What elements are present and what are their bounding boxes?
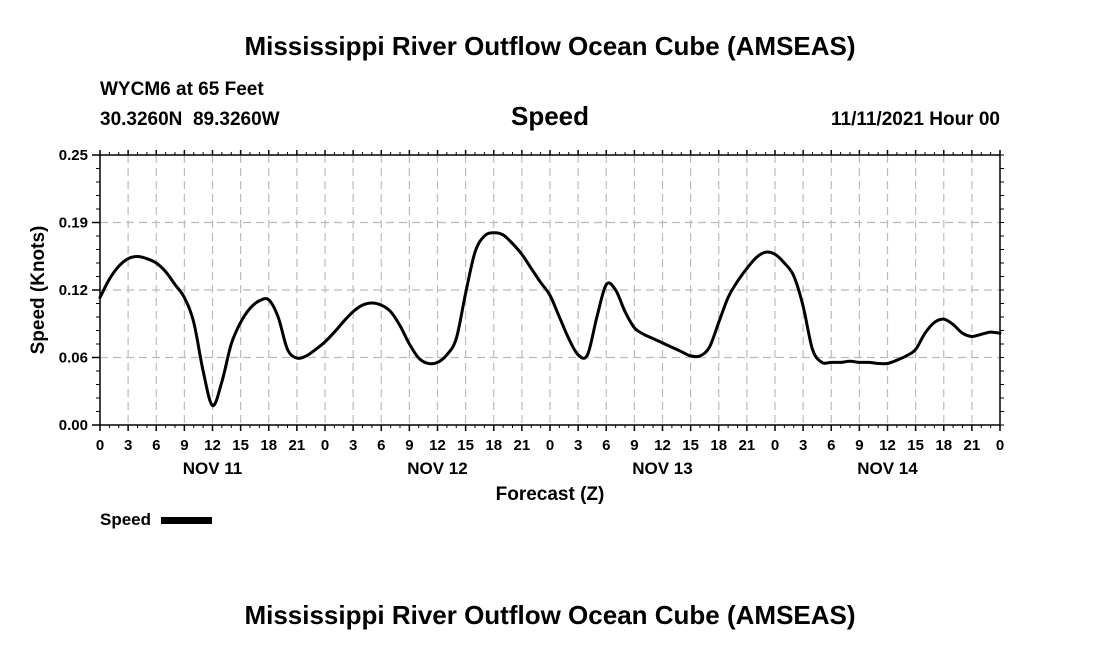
day-label: NOV 14 bbox=[857, 459, 918, 478]
series-lines bbox=[98, 231, 1002, 408]
y-tick-label: 0.12 bbox=[59, 282, 88, 299]
x-tick-label: 12 bbox=[879, 437, 896, 454]
x-tick-label: 0 bbox=[996, 437, 1004, 454]
day-label: NOV 12 bbox=[407, 459, 467, 478]
x-tick-label: 3 bbox=[124, 437, 132, 454]
datetime-label: 11/11/2021 Hour 00 bbox=[831, 109, 1000, 130]
bottom-title: Mississippi River Outflow Ocean Cube (AM… bbox=[244, 600, 855, 630]
x-tick-label: 0 bbox=[96, 437, 104, 454]
plot-frame bbox=[99, 154, 1001, 426]
legend: Speed bbox=[100, 510, 212, 529]
x-tick-label: 21 bbox=[739, 437, 756, 454]
x-tick-label: 6 bbox=[152, 437, 160, 454]
x-tick-label: 3 bbox=[349, 437, 357, 454]
main-title: Mississippi River Outflow Ocean Cube (AM… bbox=[244, 31, 855, 61]
x-tick-label: 21 bbox=[514, 437, 531, 454]
y-tick-label: 0.00 bbox=[59, 417, 88, 434]
x-tick-label: 6 bbox=[602, 437, 610, 454]
legend-swatch-speed bbox=[161, 517, 212, 524]
x-tick-label: 12 bbox=[204, 437, 221, 454]
y-tick-label: 0.25 bbox=[59, 147, 88, 164]
y-tick-labels: 0.00 0.06 0.12 0.19 0.25 bbox=[59, 147, 88, 434]
y-axis-title: Speed (Knots) bbox=[28, 226, 49, 355]
x-tick-label: 0 bbox=[321, 437, 329, 454]
x-tick-label: 21 bbox=[964, 437, 981, 454]
x-tick-label: 21 bbox=[289, 437, 306, 454]
chart-title: Speed bbox=[511, 101, 589, 131]
x-tick-label: 9 bbox=[630, 437, 638, 454]
x-tick-label: 15 bbox=[907, 437, 924, 454]
x-tick-label: 0 bbox=[771, 437, 779, 454]
x-tick-label: 12 bbox=[429, 437, 446, 454]
x-tick-label: 9 bbox=[180, 437, 188, 454]
day-label: NOV 11 bbox=[183, 459, 243, 478]
series-line-speed bbox=[98, 231, 1002, 408]
x-tick-label: 18 bbox=[485, 437, 502, 454]
x-tick-label: 18 bbox=[710, 437, 727, 454]
day-label: NOV 13 bbox=[632, 459, 692, 478]
legend-label-speed: Speed bbox=[100, 510, 151, 529]
x-tick-label: 15 bbox=[232, 437, 249, 454]
day-labels: NOV 11 NOV 12 NOV 13 NOV 14 bbox=[183, 459, 919, 478]
x-tick-label: 9 bbox=[405, 437, 413, 454]
x-tick-label: 9 bbox=[855, 437, 863, 454]
coordinates-label: 30.3260N 89.3260W bbox=[100, 109, 280, 130]
x-tick-label: 3 bbox=[799, 437, 807, 454]
x-tick-label: 6 bbox=[377, 437, 385, 454]
x-axis-title: Forecast (Z) bbox=[496, 484, 605, 505]
x-tick-label: 18 bbox=[935, 437, 952, 454]
y-tick-label: 0.19 bbox=[59, 215, 88, 232]
x-tick-label: 12 bbox=[654, 437, 671, 454]
station-label: WYCM6 at 65 Feet bbox=[100, 79, 264, 100]
y-tick-label: 0.06 bbox=[59, 350, 88, 367]
x-tick-labels: 0 3 6 9 12 15 18 21 0 3 6 9 12 15 18 21 0 3 6 9 12 15 18 21 0 3 6 9… bbox=[96, 437, 1004, 454]
x-tick-label: 15 bbox=[457, 437, 474, 454]
x-tick-label: 3 bbox=[574, 437, 582, 454]
x-tick-label: 6 bbox=[827, 437, 835, 454]
grid-lines bbox=[100, 155, 1000, 425]
x-tick-label: 18 bbox=[260, 437, 277, 454]
x-tick-label: 15 bbox=[682, 437, 699, 454]
x-tick-label: 0 bbox=[546, 437, 554, 454]
